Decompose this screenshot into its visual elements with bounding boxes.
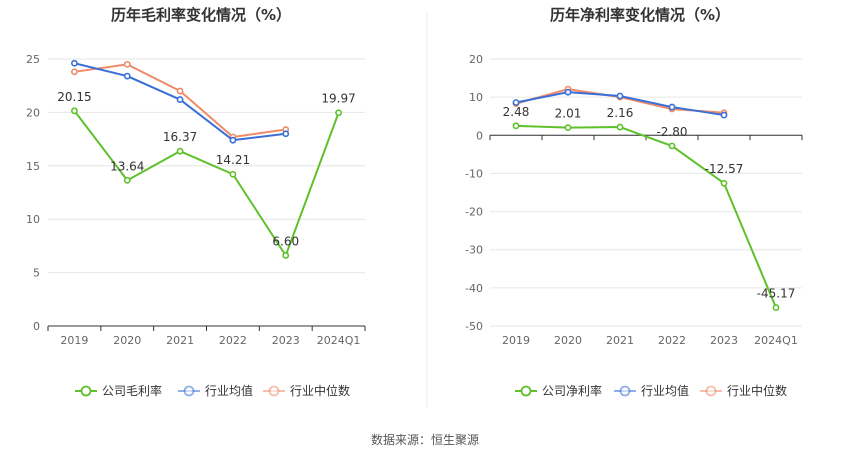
chart1-point-company xyxy=(123,176,131,184)
chart1-point-industry_median xyxy=(176,87,184,95)
chart1-x-tick-label: 2020 xyxy=(113,334,141,347)
data-source-note: 数据来源：恒生聚源 xyxy=(370,433,479,447)
chart1-data-label: 19.97 xyxy=(321,92,355,106)
chart1-data-label: 14.21 xyxy=(216,153,250,167)
chart1-series-line-company xyxy=(73,110,340,257)
chart2-y-tick-label: -40 xyxy=(465,282,483,295)
chart1-y-tick-label: 15 xyxy=(26,160,40,173)
chart2-point-industry_avg xyxy=(720,111,728,119)
chart2-point-industry_avg xyxy=(616,92,624,100)
chart1-data-label: 13.64 xyxy=(110,159,144,173)
chart1-point-industry_avg xyxy=(282,130,290,138)
chart1-point-industry_avg xyxy=(123,72,131,80)
chart1-legend-marker-industry_avg xyxy=(183,385,195,397)
chart1-y-tick-label: 5 xyxy=(33,267,40,280)
chart2-x-tick-label: 2020 xyxy=(554,334,582,347)
chart2-x-tick-label: 2022 xyxy=(658,334,686,347)
chart2-y-tick-label: -10 xyxy=(465,167,483,180)
chart1-point-industry_median xyxy=(71,68,78,76)
chart1-data-label: 16.37 xyxy=(163,130,197,144)
chart1-point-company xyxy=(176,147,184,155)
chart2-x-tick-label: 2023 xyxy=(710,334,738,347)
chart2-legend-label-industry_median: 行业中位数 xyxy=(727,383,787,398)
chart2-x-tick-label: 2019 xyxy=(502,334,530,347)
chart2-y-tick-label: 10 xyxy=(469,91,483,104)
chart2-data-label: 2.48 xyxy=(503,105,530,119)
chart1-point-industry_median xyxy=(123,60,131,68)
chart2-x-tick-label: 2024Q1 xyxy=(754,334,798,347)
chart2-y-tick-label: -20 xyxy=(465,206,483,219)
chart2-point-industry_avg xyxy=(512,99,520,106)
chart1-point-company xyxy=(229,170,237,178)
chart2-y-tick-label: 20 xyxy=(469,53,483,66)
chart2-x-tick-label: 2021 xyxy=(606,334,634,347)
chart2-legend-label-company: 公司净利率 xyxy=(542,383,602,398)
chart1-legend-marker-industry_median xyxy=(268,385,280,397)
chart2-y-tick-label: 0 xyxy=(476,129,483,142)
chart1-legend-label-industry_median: 行业中位数 xyxy=(290,383,350,398)
chart1-legend-label-company: 公司毛利率 xyxy=(102,383,162,398)
chart1-legend-label-industry_avg: 行业均值 xyxy=(205,383,253,398)
chart2-legend-marker-industry_median xyxy=(705,385,717,397)
chart1-x-tick-label: 2021 xyxy=(166,334,194,347)
chart2-point-company xyxy=(512,122,520,130)
chart2-data-label: 2.01 xyxy=(555,107,582,121)
chart2-series-line-company xyxy=(515,124,777,308)
chart1-point-company xyxy=(71,107,78,115)
chart2-data-label: 2.16 xyxy=(607,106,634,120)
chart1-x-tick-label: 2024Q1 xyxy=(317,334,361,347)
chart2-legend-marker-industry_avg xyxy=(619,385,631,397)
chart1-point-industry_avg xyxy=(229,136,237,144)
chart1-legend-marker-company xyxy=(80,385,92,397)
chart2-legend-marker-company xyxy=(520,385,532,397)
chart1-point-company xyxy=(335,109,342,117)
chart2-legend-label-industry_avg: 行业均值 xyxy=(641,383,689,398)
chart2-data-label: -2.80 xyxy=(656,125,687,139)
chart1-data-label: 20.15 xyxy=(57,90,91,104)
chart2-data-label: -45.17 xyxy=(757,287,796,301)
chart1-point-industry_avg xyxy=(71,59,78,67)
chart1-y-tick-label: 10 xyxy=(26,213,40,226)
chart2-y-tick-label: -30 xyxy=(465,244,483,257)
chart1-point-industry_avg xyxy=(176,96,184,103)
chart1-point-company xyxy=(282,252,290,259)
chart2-point-industry_avg xyxy=(564,88,572,96)
chart1-x-tick-label: 2019 xyxy=(60,334,88,347)
chart1-y-tick-label: 20 xyxy=(26,106,40,119)
chart2-point-company xyxy=(564,124,572,132)
chart1-y-tick-label: 25 xyxy=(26,53,40,66)
chart2-point-company xyxy=(720,179,728,187)
chart2-title: 历年净利率变化情况（%） xyxy=(550,6,730,24)
chart1-x-tick-label: 2023 xyxy=(272,334,300,347)
chart2-point-company xyxy=(772,304,780,311)
chart2-point-company xyxy=(616,123,624,131)
chart2-point-industry_avg xyxy=(668,103,676,111)
chart2-point-company xyxy=(668,142,676,150)
chart2-data-label: -12.57 xyxy=(705,162,744,176)
chart1-title: 历年毛利率变化情况（%） xyxy=(111,6,291,24)
chart1-y-tick-label: 0 xyxy=(33,320,40,333)
chart1-x-tick-label: 2022 xyxy=(219,334,247,347)
chart2-y-tick-label: -50 xyxy=(465,320,483,333)
chart1-data-label: 6.60 xyxy=(272,235,299,249)
